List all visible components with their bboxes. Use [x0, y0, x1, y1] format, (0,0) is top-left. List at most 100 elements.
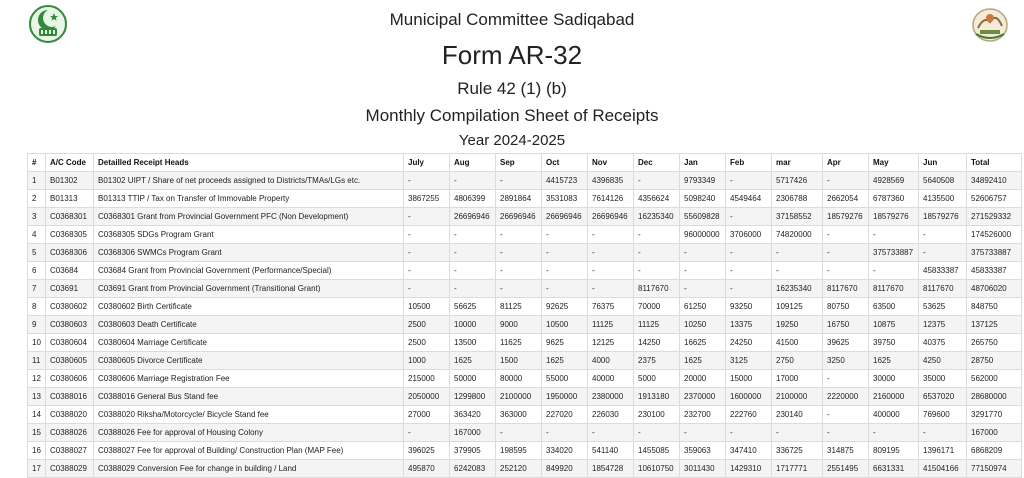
table-cell: 1625	[449, 351, 496, 370]
table-cell: 17000	[771, 369, 823, 388]
table-cell: -	[725, 171, 772, 190]
table-cell: -	[822, 225, 869, 244]
table-cell: 35000	[918, 369, 967, 388]
table-cell: 26696946	[449, 207, 496, 226]
table-cell: 1950000	[541, 387, 588, 406]
table-cell: C0380606	[45, 369, 94, 388]
column-header: Total	[966, 153, 1022, 172]
receipts-table: # A/C Code Detailled Receipt Heads July Aug S…	[27, 153, 1022, 478]
table-cell: 20000	[679, 369, 726, 388]
table-cell: 232700	[679, 405, 726, 424]
table-cell: 3531083	[541, 189, 588, 208]
table-cell: 109125	[771, 297, 823, 316]
table-cell: 6242083	[449, 459, 496, 478]
table-cell: -	[725, 279, 772, 298]
table-cell: 50000	[449, 369, 496, 388]
table-cell: 227020	[541, 405, 588, 424]
table-cell: C03691 Grant from Provincial Government …	[93, 279, 404, 298]
table-cell: 13500	[449, 333, 496, 352]
table-cell: 347410	[725, 441, 772, 460]
table-cell: 12375	[918, 315, 967, 334]
table-cell: 63500	[868, 297, 919, 316]
table-cell: C03684 Grant from Provincial Government …	[93, 261, 404, 280]
table-cell: 34892410	[966, 171, 1022, 190]
table-cell: 1	[27, 171, 46, 190]
table-cell: 56625	[449, 297, 496, 316]
table-cell: 76375	[587, 297, 634, 316]
table-cell: C0380604 Marriage Certificate	[93, 333, 404, 352]
table-cell: 14	[27, 405, 46, 424]
table-cell: -	[541, 261, 588, 280]
table-cell: 2551495	[822, 459, 869, 478]
table-row: 8 C0380602 C0380602 Birth Certificate 10500…	[27, 297, 1022, 316]
table-cell: -	[679, 243, 726, 262]
table-cell: 271529332	[966, 207, 1022, 226]
table-row: 7 C03691 C03691 Grant from Provincial Gove…	[27, 279, 1022, 298]
table-cell: 41504166	[918, 459, 967, 478]
table-cell: C0388016	[45, 387, 94, 406]
table-cell: 12	[27, 369, 46, 388]
municipal-committee-logo	[972, 8, 1008, 42]
table-cell: 52606757	[966, 189, 1022, 208]
table-cell: 16	[27, 441, 46, 460]
table-cell: 363000	[495, 405, 542, 424]
table-cell: 541140	[587, 441, 634, 460]
table-cell: 9793349	[679, 171, 726, 190]
table-cell: 167000	[449, 423, 496, 442]
table-cell: 19250	[771, 315, 823, 334]
table-cell: 4549464	[725, 189, 772, 208]
table-cell: 41500	[771, 333, 823, 352]
table-cell: -	[495, 225, 542, 244]
table-cell: -	[822, 261, 869, 280]
table-row: 15 C0388026 C0388026 Fee for approval of H…	[27, 423, 1022, 442]
table-cell: 1396171	[918, 441, 967, 460]
table-cell: 10610750	[633, 459, 680, 478]
table-cell: 5098240	[679, 189, 726, 208]
table-cell: -	[449, 171, 496, 190]
table-cell: -	[771, 423, 823, 442]
table-cell: 6631331	[868, 459, 919, 478]
table-cell: -	[403, 207, 450, 226]
table-cell: C0380602	[45, 297, 94, 316]
table-cell: -	[725, 207, 772, 226]
table-cell: 45833387	[966, 261, 1022, 280]
table-cell: 400000	[868, 405, 919, 424]
table-cell: 2375	[633, 351, 680, 370]
table-cell: 24250	[725, 333, 772, 352]
table-cell: C0380603	[45, 315, 94, 334]
table-cell: 7614126	[587, 189, 634, 208]
table-cell: -	[822, 369, 869, 388]
column-header: Nov	[587, 153, 634, 172]
table-cell: 2100000	[495, 387, 542, 406]
table-cell: -	[679, 261, 726, 280]
column-header: July	[403, 153, 450, 172]
table-cell: 10500	[403, 297, 450, 316]
table-cell: -	[403, 171, 450, 190]
table-cell: 18579276	[918, 207, 967, 226]
table-cell: 1500	[495, 351, 542, 370]
table-cell: 10	[27, 333, 46, 352]
table-cell: 495870	[403, 459, 450, 478]
table-row: 12 C0380606 C0380606 Marriage Registration…	[27, 369, 1022, 388]
table-cell: -	[868, 261, 919, 280]
table-cell: 3250	[822, 351, 869, 370]
table-cell: -	[679, 423, 726, 442]
table-cell: 6537020	[918, 387, 967, 406]
table-cell: 81125	[495, 297, 542, 316]
table-cell: C03691	[45, 279, 94, 298]
table-cell: 5717426	[771, 171, 823, 190]
table-cell: 167000	[966, 423, 1022, 442]
table-cell: -	[918, 225, 967, 244]
table-cell: 4000	[587, 351, 634, 370]
table-cell: -	[541, 243, 588, 262]
table-cell: 2891864	[495, 189, 542, 208]
column-header: mar	[771, 153, 823, 172]
table-cell: C0368301 Grant from Provincial Governmen…	[93, 207, 404, 226]
table-cell: C0368305	[45, 225, 94, 244]
table-cell: 10250	[679, 315, 726, 334]
table-cell: 2750	[771, 351, 823, 370]
table-cell: 10000	[449, 315, 496, 334]
table-cell: 3011430	[679, 459, 726, 478]
table-header-row: # A/C Code Detailled Receipt Heads July Aug S…	[27, 153, 1022, 172]
table-cell: -	[822, 171, 869, 190]
